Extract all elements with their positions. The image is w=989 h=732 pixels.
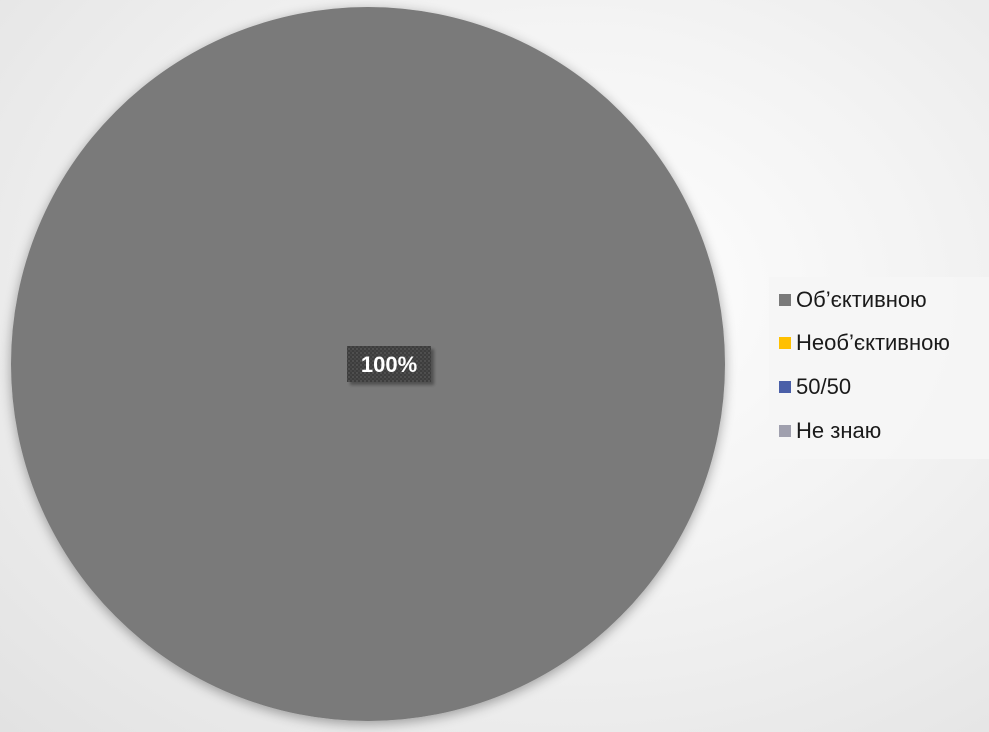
legend-item: 50/50	[779, 373, 851, 401]
data-label-value: 100%	[361, 352, 417, 377]
legend-item: Не знаю	[779, 417, 881, 445]
data-label-background	[347, 346, 431, 382]
legend-swatch	[779, 425, 791, 437]
legend-item: Необ’єктивною	[779, 329, 950, 357]
legend: Об’єктивною Необ’єктивною 50/50 Не знаю	[769, 277, 989, 459]
legend-item: Об’єктивною	[779, 286, 927, 314]
legend-label: Не знаю	[796, 418, 882, 443]
legend-swatch	[779, 337, 791, 349]
legend-swatch	[779, 294, 791, 306]
legend-swatch	[779, 381, 791, 393]
legend-label: Необ’єктивною	[796, 330, 950, 355]
legend-label: 50/50	[796, 374, 852, 399]
legend-label: Об’єктивною	[796, 287, 927, 312]
pie-data-labels: 100%	[347, 346, 431, 382]
